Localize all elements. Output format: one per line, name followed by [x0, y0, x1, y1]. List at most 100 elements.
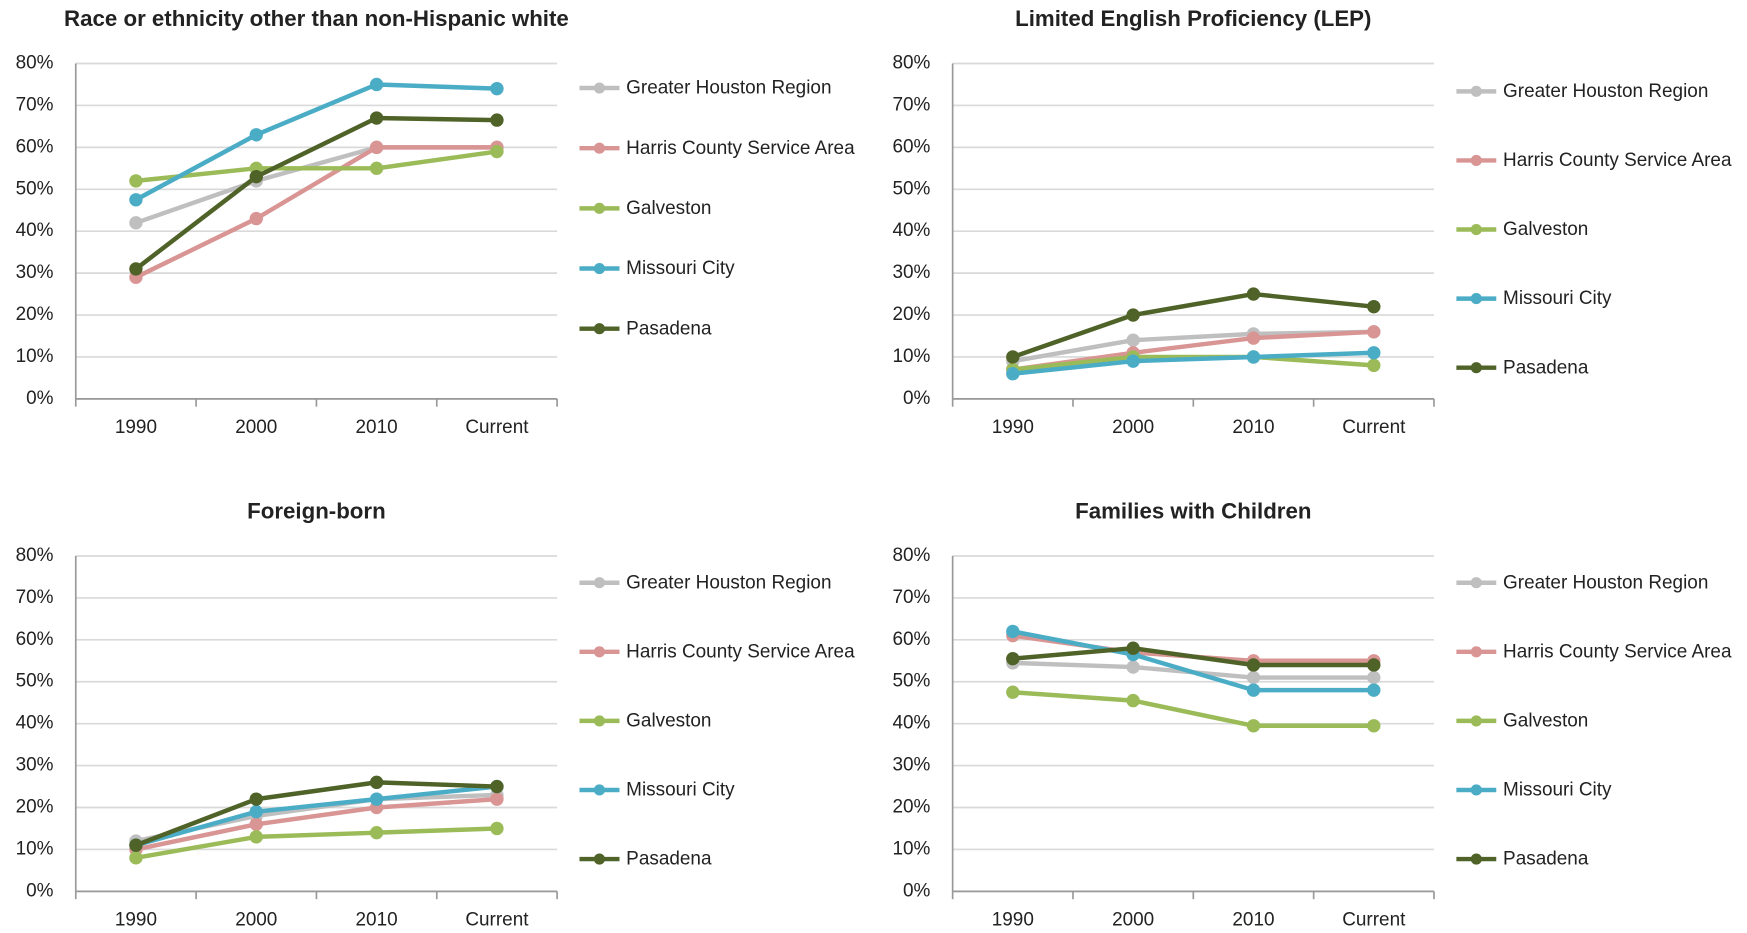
legend-item: Galveston — [1456, 216, 1742, 243]
x-tick-label: 2010 — [356, 909, 398, 930]
series-line — [1012, 645, 1374, 668]
data-point — [1246, 658, 1261, 672]
legend-label: Greater Houston Region — [626, 76, 832, 99]
series-line — [135, 149, 498, 184]
x-tick-label: Current — [465, 417, 529, 438]
y-tick-label: 0% — [26, 388, 54, 409]
legend-swatch — [579, 577, 620, 589]
x-tick-label: Current — [1342, 417, 1406, 438]
data-point — [1126, 308, 1140, 322]
legend-swatch — [1456, 715, 1497, 727]
data-point — [369, 775, 384, 790]
legend-swatch — [1456, 577, 1497, 589]
data-point — [249, 170, 263, 184]
y-tick-label: 60% — [16, 136, 54, 157]
data-point — [129, 838, 143, 852]
legend-dot — [1470, 577, 1482, 589]
legend-item: Harris County Service Area — [579, 135, 865, 162]
data-point — [249, 817, 263, 831]
legend-label: Galveston — [1503, 709, 1589, 731]
legend-item: Greater Houston Region — [579, 75, 865, 102]
x-tick-label: 2000 — [235, 909, 277, 930]
legend-dot — [1470, 154, 1482, 167]
legend-swatch — [579, 784, 620, 796]
data-point — [369, 161, 384, 175]
data-point — [1006, 367, 1020, 381]
legend-item: Greater Houston Region — [1456, 569, 1742, 596]
legend-dot — [593, 715, 606, 727]
legend-label: Pasadena — [1503, 356, 1589, 378]
legend-item: Pasadena — [579, 315, 865, 342]
y-tick-label: 70% — [892, 587, 930, 608]
legend-item: Missouri City — [1456, 285, 1742, 312]
y-tick-label: 20% — [892, 304, 930, 325]
legend-swatch — [1456, 154, 1497, 167]
series-line — [135, 826, 498, 861]
y-tick-label: 40% — [16, 713, 54, 734]
data-point — [1367, 670, 1381, 685]
legend-item: Missouri City — [579, 777, 865, 804]
series-line — [1012, 291, 1375, 360]
y-tick-label: 80% — [892, 545, 930, 566]
legend-item: Pasadena — [1456, 846, 1742, 873]
data-point — [1126, 693, 1140, 708]
legend-swatch — [1456, 784, 1497, 796]
legend-item: Galveston — [579, 195, 865, 222]
series-line — [135, 780, 498, 848]
data-point — [129, 851, 143, 865]
series-line — [134, 82, 498, 202]
data-point — [249, 830, 263, 844]
data-point — [1126, 354, 1140, 368]
chart-title: Families with Children — [1075, 498, 1311, 523]
legend-swatch — [579, 82, 620, 94]
legend-label: Missouri City — [626, 257, 735, 279]
data-point — [490, 821, 504, 836]
y-tick-label: 20% — [892, 797, 930, 818]
data-point — [1246, 287, 1261, 301]
legend-swatch — [1456, 85, 1497, 97]
data-point — [1006, 624, 1020, 639]
legend-swatch — [1456, 223, 1497, 236]
y-tick-label: 50% — [892, 671, 930, 692]
x-tick-label: 2010 — [1232, 909, 1274, 930]
data-point — [1126, 641, 1140, 655]
legend-dot — [1470, 715, 1482, 727]
legend-dot — [593, 323, 606, 335]
chart-title: Race or ethnicity other than non-Hispani… — [64, 6, 569, 31]
legend-item: Galveston — [579, 708, 865, 735]
data-point — [1367, 358, 1381, 373]
data-point — [249, 211, 263, 226]
legend-swatch — [579, 262, 620, 275]
y-tick-label: 20% — [16, 797, 54, 818]
legend-dot — [1470, 293, 1482, 305]
legend-swatch — [579, 646, 620, 658]
legend-dot — [1470, 646, 1482, 658]
data-point — [249, 792, 263, 806]
legend-label: Pasadena — [1503, 847, 1589, 870]
data-point — [1246, 670, 1261, 685]
x-tick-label: 2000 — [1112, 909, 1154, 930]
data-point — [1126, 333, 1140, 347]
y-tick-label: 0% — [903, 388, 931, 409]
series-line — [1012, 350, 1374, 376]
legend-swatch — [579, 853, 620, 865]
legend-dot — [1470, 223, 1482, 236]
legend-swatch — [1456, 853, 1497, 865]
data-point — [369, 111, 384, 125]
series-line — [1012, 629, 1374, 693]
legend-item: Galveston — [1456, 708, 1742, 735]
legend-dot — [1470, 784, 1482, 796]
x-tick-label: 2010 — [1232, 417, 1274, 438]
legend-item: Greater Houston Region — [579, 569, 865, 596]
legend-dot — [593, 82, 606, 94]
data-point — [369, 140, 384, 155]
series-line — [134, 145, 497, 280]
legend-swatch — [1456, 362, 1497, 374]
x-tick-label: 1990 — [992, 417, 1034, 438]
series-line — [1012, 690, 1374, 728]
data-point — [490, 144, 504, 159]
data-point — [129, 216, 143, 230]
y-tick-label: 0% — [903, 880, 931, 901]
legend-swatch — [1456, 646, 1497, 658]
legend-label: Greater Houston Region — [1503, 571, 1709, 593]
